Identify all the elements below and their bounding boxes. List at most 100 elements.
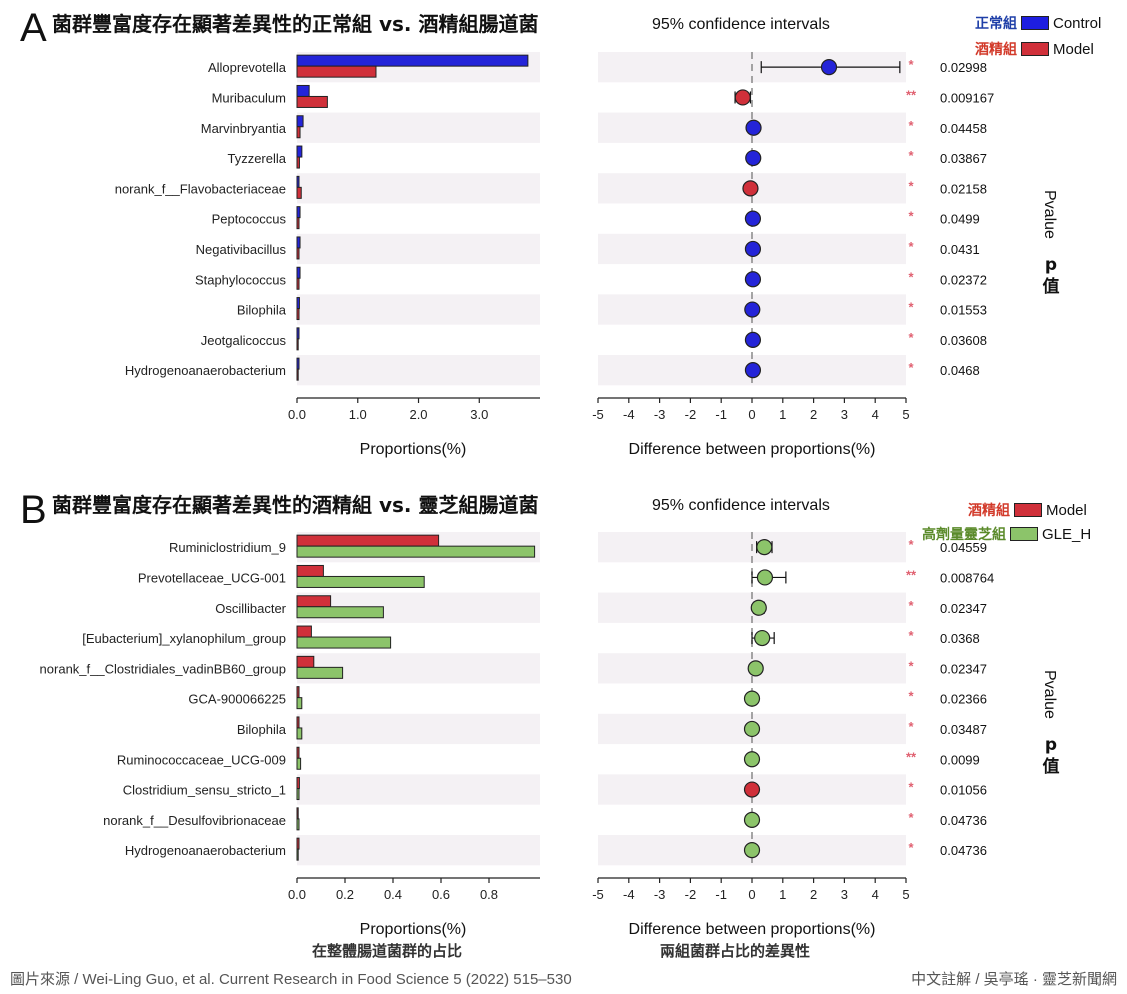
row-stripe-left [297, 173, 540, 204]
x-tick-label: 0.6 [432, 887, 450, 902]
bar-control [296, 84, 310, 97]
panel-b-pvalue-cn: p 值 [1036, 734, 1066, 778]
row-stripe-left [297, 233, 540, 265]
significance-stars: * [908, 598, 914, 613]
bar-model [296, 65, 377, 78]
category-label: Muribaculum [212, 90, 286, 105]
category-label: Peptococcus [212, 212, 287, 227]
significance-stars: * [908, 360, 914, 375]
bar-model [296, 156, 300, 169]
legend-en-label: GLE_H [1042, 525, 1092, 543]
x-tick-label: 0.0 [288, 887, 306, 902]
p-value-label: 0.0099 [940, 752, 980, 767]
p-value-label: 0.0499 [940, 212, 980, 227]
p-value-label: 0.02347 [940, 601, 987, 616]
significance-stars: ** [906, 567, 917, 582]
significance-stars: * [908, 658, 914, 673]
p-value-label: 0.01056 [940, 783, 987, 798]
difference-point [756, 569, 774, 586]
bar-control [296, 115, 304, 128]
bar-model [296, 837, 300, 850]
category-label: Jeotgalicoccus [201, 333, 287, 348]
bar-model [296, 217, 300, 230]
row-stripe-left [297, 112, 540, 143]
legend-cn-label: 高劑量靈芝組 [922, 527, 1006, 543]
x-tick-label: -2 [685, 407, 697, 422]
significance-stars: ** [906, 87, 917, 102]
x-axis-title: Difference between proportions(%) [629, 441, 876, 458]
category-label: GCA-900066225 [188, 692, 286, 707]
legend-en-label: Model [1053, 40, 1094, 58]
p-value-label: 0.0368 [940, 631, 980, 646]
bar-control [296, 175, 300, 188]
category-label: Tyzzerella [227, 151, 286, 166]
bar-gle-h [296, 848, 299, 861]
significance-stars: * [908, 719, 914, 734]
bar-model [296, 807, 299, 820]
pvalue-cn-char: 值 [1042, 757, 1060, 777]
x-tick-label: 0 [748, 407, 755, 422]
x-tick-label: 1.0 [349, 407, 367, 422]
bar-gle-h [296, 575, 425, 588]
category-label: Clostridium_sensu_stricto_1 [123, 783, 286, 798]
legend-en-label: Control [1053, 14, 1102, 32]
bar-model [296, 746, 300, 759]
x-axis-title: Proportions(%) [360, 441, 467, 458]
bar-gle-h [296, 788, 300, 801]
x-tick-label: -1 [715, 407, 727, 422]
bar-gle-h [296, 697, 303, 710]
bar-gle-h [296, 757, 302, 770]
significance-stars: * [908, 300, 914, 315]
panel-a-title: 菌群豐富度存在顯著差異性的正常組 vs. 酒精組腸道菌 [52, 12, 539, 36]
bar-model [296, 368, 299, 381]
legend-en-label: Model [1046, 501, 1087, 519]
bar-model [296, 277, 300, 290]
row-stripe-left [297, 835, 540, 866]
panel-a-letter: A [20, 6, 47, 50]
bar-control [296, 236, 301, 249]
p-value-label: 0.03867 [940, 151, 987, 166]
difference-point [734, 89, 751, 106]
legend-item-model: 酒精組 Model [922, 498, 1091, 522]
x-tick-label: 5 [902, 887, 909, 902]
x-tick-label: 3 [841, 407, 848, 422]
legend-item-gle-h: 高劑量靈芝組 GLE_H [922, 522, 1091, 546]
pvalue-cn-char: 值 [1042, 277, 1060, 297]
p-value-label: 0.02347 [940, 661, 987, 676]
significance-stars: * [908, 269, 914, 284]
x-tick-label: 1 [779, 887, 786, 902]
x-tick-label: 5 [902, 407, 909, 422]
legend-item-model: 酒精組 Model [975, 36, 1101, 62]
x-tick-label: 2 [810, 407, 817, 422]
x-tick-label: -5 [592, 887, 604, 902]
row-stripe-left [297, 713, 540, 745]
x-tick-label: 3.0 [470, 407, 488, 422]
difference-point [744, 240, 762, 258]
category-label: norank_f__Clostridiales_vadinBB60_group [40, 661, 286, 676]
bar-control [296, 357, 300, 370]
bar-gle-h [296, 666, 344, 679]
bar-model [296, 308, 300, 321]
panel-b-letter: B [20, 488, 47, 532]
category-label: Hydrogenoanaerobacterium [125, 843, 286, 858]
category-label: Ruminiclostridium_9 [169, 540, 286, 555]
category-label: Prevotellaceae_UCG-001 [138, 570, 286, 585]
bar-model [296, 655, 315, 668]
panel-b-legend: 酒精組 Model 高劑量靈芝組 GLE_H [922, 498, 1091, 546]
x-tick-label: 2.0 [409, 407, 427, 422]
bar-control [296, 145, 303, 158]
p-value-label: 0.02998 [940, 60, 987, 75]
legend-swatch-model [1014, 503, 1042, 517]
p-value-label: 0.01553 [940, 303, 987, 318]
difference-point [820, 59, 838, 76]
panel-a-pvalue-cn: p 值 [1036, 254, 1066, 298]
x-tick-label: -4 [623, 887, 635, 902]
category-label: Ruminococcaceae_UCG-009 [117, 752, 286, 767]
x-tick-label: -4 [623, 407, 635, 422]
p-value-label: 0.009167 [940, 90, 994, 105]
bar-control [296, 266, 301, 279]
bar-model [296, 126, 301, 139]
p-value-label: 0.04559 [940, 540, 987, 555]
p-value-label: 0.04458 [940, 121, 987, 136]
